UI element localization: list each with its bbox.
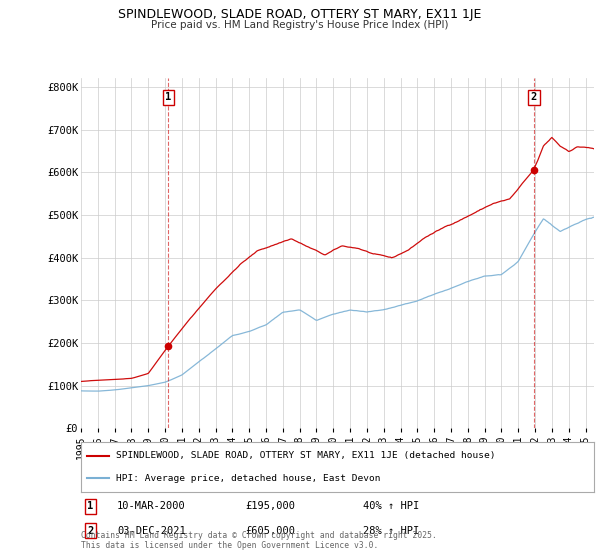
Text: HPI: Average price, detached house, East Devon: HPI: Average price, detached house, East… xyxy=(116,474,380,483)
Text: 28% ↑ HPI: 28% ↑ HPI xyxy=(363,526,419,536)
Text: 2: 2 xyxy=(87,526,94,536)
Text: £605,000: £605,000 xyxy=(245,526,295,536)
Text: Contains HM Land Registry data © Crown copyright and database right 2025.
This d: Contains HM Land Registry data © Crown c… xyxy=(81,530,437,550)
Text: Price paid vs. HM Land Registry's House Price Index (HPI): Price paid vs. HM Land Registry's House … xyxy=(151,20,449,30)
Text: SPINDLEWOOD, SLADE ROAD, OTTERY ST MARY, EX11 1JE: SPINDLEWOOD, SLADE ROAD, OTTERY ST MARY,… xyxy=(118,8,482,21)
Text: 40% ↑ HPI: 40% ↑ HPI xyxy=(363,501,419,511)
Text: SPINDLEWOOD, SLADE ROAD, OTTERY ST MARY, EX11 1JE (detached house): SPINDLEWOOD, SLADE ROAD, OTTERY ST MARY,… xyxy=(116,451,496,460)
Text: 1: 1 xyxy=(165,92,172,102)
Text: 03-DEC-2021: 03-DEC-2021 xyxy=(117,526,185,536)
Text: 2: 2 xyxy=(530,92,537,102)
Text: £195,000: £195,000 xyxy=(245,501,295,511)
Text: 1: 1 xyxy=(87,501,94,511)
Text: 10-MAR-2000: 10-MAR-2000 xyxy=(117,501,185,511)
